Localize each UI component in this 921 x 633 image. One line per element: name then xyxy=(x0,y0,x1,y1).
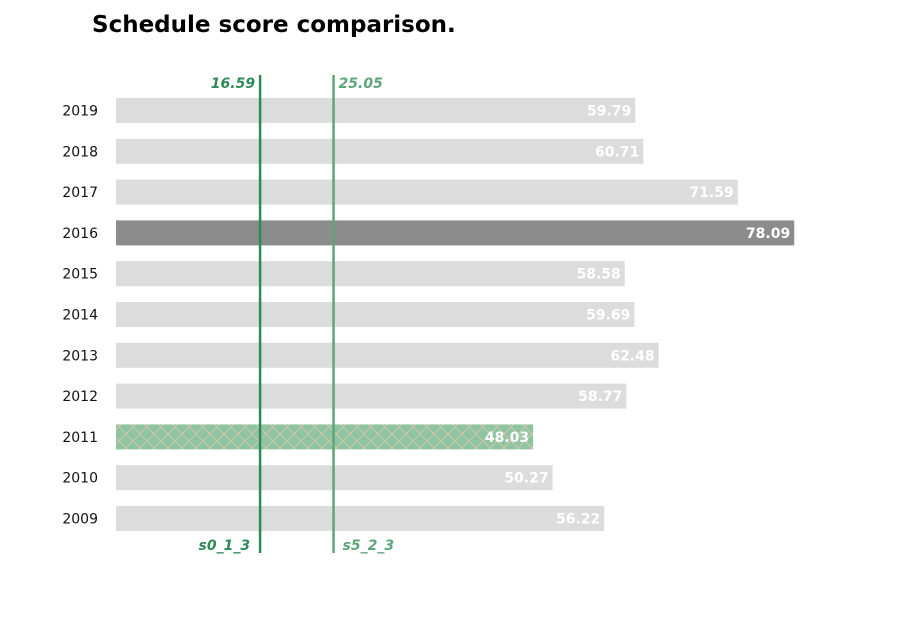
category-label: 2009 xyxy=(62,512,98,528)
category-label: 2017 xyxy=(62,185,98,201)
category-label: 2016 xyxy=(62,226,98,242)
bar-2015 xyxy=(116,261,625,287)
bar-2018 xyxy=(116,138,644,164)
category-label: 2019 xyxy=(62,104,98,120)
chart-title: Schedule score comparison. xyxy=(92,12,456,38)
value-label: 60.71 xyxy=(595,144,639,160)
bar-2009 xyxy=(116,506,605,531)
value-label: 71.59 xyxy=(689,185,733,201)
bars-layer: 2019 59.79 2018 60.71 2017 71.59 2016 78.09 2015… xyxy=(62,98,795,531)
category-label: 2012 xyxy=(62,389,98,405)
value-label: 59.69 xyxy=(586,308,630,324)
reference-value-label: 25.05 xyxy=(339,76,384,92)
bar-2012 xyxy=(116,383,627,409)
value-label: 48.03 xyxy=(485,430,529,446)
category-label: 2011 xyxy=(62,430,98,446)
value-label: 56.22 xyxy=(556,512,600,528)
value-label: 78.09 xyxy=(746,226,790,242)
reference-value-label: 16.59 xyxy=(211,76,256,92)
bar-2016 xyxy=(116,220,795,246)
category-label: 2013 xyxy=(62,348,98,364)
bar-2019 xyxy=(116,98,636,123)
value-label: 58.58 xyxy=(576,267,620,283)
bar-2014 xyxy=(116,302,635,327)
bar-2011 xyxy=(116,424,534,450)
category-label: 2010 xyxy=(62,471,98,487)
reference-name-label: s5_2_3 xyxy=(343,538,395,554)
reference-lines-layer: 16.59 s0_1_3 25.05 s5_2_3 xyxy=(199,75,395,554)
bar-2013 xyxy=(116,342,659,368)
value-label: 58.77 xyxy=(578,389,622,405)
category-label: 2014 xyxy=(62,308,98,324)
category-label: 2018 xyxy=(62,144,98,160)
category-label: 2015 xyxy=(62,267,98,283)
value-label: 59.79 xyxy=(587,104,631,120)
reference-name-label: s0_1_3 xyxy=(199,538,251,554)
value-label: 62.48 xyxy=(610,348,654,364)
value-label: 50.27 xyxy=(504,471,548,487)
bar-2017 xyxy=(116,179,738,205)
